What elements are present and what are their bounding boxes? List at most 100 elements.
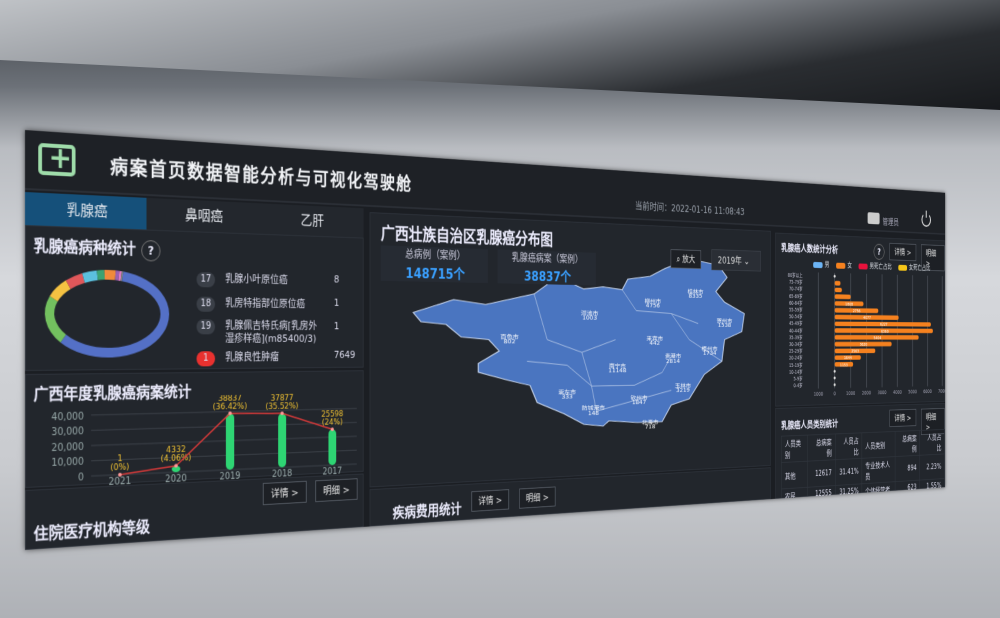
donut-slice [83, 275, 97, 278]
zero-marker [833, 376, 836, 380]
avatar[interactable] [867, 212, 880, 225]
data-label: 2563 [851, 350, 859, 355]
city-value: 3219 [676, 387, 690, 393]
city-name: 玉林市 [675, 382, 691, 389]
data-label: 1644 [844, 356, 852, 361]
x-tick-label: 4000 [893, 390, 902, 396]
medical-kit-icon [38, 142, 76, 177]
tab-hepatitis-b[interactable]: 乙肝 [300, 211, 325, 229]
city-value: 2814 [666, 358, 680, 364]
x-tick-label: 1000 [814, 391, 823, 397]
data-label: 4077 [863, 316, 871, 321]
city-value: 1538 [718, 322, 731, 328]
data-label: 2756 [853, 309, 861, 314]
ceiling [0, 0, 1000, 110]
year-select[interactable]: 2019年 ⌄ [711, 249, 761, 272]
gridline [91, 436, 357, 445]
x-tick-label: 2018 [272, 469, 292, 480]
city-value: 442 [650, 340, 661, 346]
zero-marker [833, 274, 836, 278]
data-label: 4332 [166, 445, 186, 455]
x-tick-label: 2017 [323, 466, 343, 477]
data-label: 1153 [840, 363, 848, 368]
y-tick-label: 10-14岁 [789, 368, 803, 375]
detail-button[interactable]: 详情 > [262, 480, 307, 506]
y-tick-label: 20-24岁 [789, 354, 803, 361]
city-value: 718 [645, 424, 656, 430]
gridline [91, 422, 357, 430]
detail-button[interactable]: 详情 > [471, 489, 509, 512]
list-item[interactable]: 19 乳腺佩吉特氏病[乳房外湿疹样癌](m85400/3) 1 [196, 319, 350, 345]
people-table: 人员类别 总病案例 人员占比 人员类别 总病案例 人员占比 其他 12617 31.41% 专业… [781, 429, 945, 520]
tab-nasopharyngeal[interactable]: 鼻咽癌 [185, 206, 223, 225]
city-value: 333 [561, 394, 572, 400]
city-value: 1003 [582, 315, 597, 321]
city-name: 来宾市 [647, 334, 664, 341]
city-name: 桂林市 [687, 288, 703, 295]
bar [225, 413, 235, 470]
detail-button[interactable]: 详情 > [889, 242, 917, 262]
help-icon[interactable]: ? [873, 243, 885, 261]
donut-slice [68, 278, 83, 285]
donut-chart [39, 260, 174, 366]
list-item[interactable]: 1 乳腺良性肿瘤 7649 [196, 349, 355, 367]
province-outline [413, 252, 744, 433]
y-tick-label: 40-44岁 [789, 327, 803, 334]
donut-slice [105, 275, 116, 276]
y-tick-label: 0 [78, 472, 84, 483]
x-tick-label: 2000 [862, 390, 871, 396]
y-tick-label: 65-69岁 [789, 292, 803, 299]
city-name: 贵港市 [665, 352, 682, 359]
x-tick-label: 2020 [165, 473, 187, 485]
data-label-pct: (24%) [322, 418, 343, 428]
help-icon[interactable]: ? [141, 239, 161, 262]
city-value: 8335 [689, 293, 703, 299]
x-tick-label: 2021 [109, 476, 132, 488]
age-chart: 1000 0 1000 2000 3000 4000 5000 6000 7000 80岁以上75… [788, 268, 946, 398]
legend-swatch [836, 262, 846, 269]
legend-swatch [898, 264, 907, 271]
tab-breast-cancer[interactable]: 乳腺癌 [25, 192, 147, 230]
map-panel: 桂林市 8335 柳州市 4756 贺州市 1538 河池市 1003 来宾市 442 百色市 802… [369, 212, 771, 488]
y-tick-label: 80岁以上 [788, 271, 803, 278]
detail-button[interactable]: 详情 > [889, 408, 917, 428]
city-value: 1734 [703, 350, 717, 356]
types-panel: 乳腺癌病种统计? 17 乳腺小叶原位癌 8 18 乳房特指部位原位癌 1 19 乳腺佩吉特… [25, 225, 364, 371]
y-tick-label: 35-39岁 [789, 334, 803, 341]
list-item[interactable]: 18 乳房特指部位原位癌 1 [196, 295, 339, 313]
age-panel: 乳腺癌人数统计分析? 详情 > 明细 > 男 女 男死亡占比 女死亡占比 100… [775, 232, 946, 407]
user-name[interactable]: 管理员 [882, 217, 899, 228]
city-name: 防城港市 [582, 404, 606, 411]
legend-swatch [858, 263, 868, 270]
page-title: 病案首页数据智能分析与可视化驾驶舱 [110, 155, 413, 195]
data-label-pct: (4.06%) [161, 454, 192, 465]
gridline [91, 450, 357, 461]
power-icon[interactable] [921, 212, 931, 228]
data-label: 6227 [880, 323, 888, 327]
x-tick-label: 3000 [878, 390, 887, 396]
section-title: 乳腺癌人员类别统计 [781, 418, 839, 432]
data-label: 1 [117, 454, 122, 464]
more-button[interactable]: 明细 > [519, 486, 556, 509]
y-tick-label: 60-64岁 [789, 299, 803, 306]
city-name: 崇左市 [558, 388, 576, 395]
section-title: 住院医疗机构等级 [33, 517, 151, 544]
more-button[interactable]: 明细 > [315, 478, 358, 503]
city-value: 802 [504, 338, 516, 344]
list-item[interactable]: 17 乳腺小叶原位癌 8 [196, 270, 339, 289]
donut-slice [63, 275, 165, 353]
zoom-button[interactable]: ⌕ 放大 [670, 249, 701, 269]
section-title: 疾病费用统计 [392, 500, 462, 522]
data-label-pct: (36.42%) [213, 402, 247, 412]
city-value: 11148 [608, 367, 626, 373]
city-name: 钦州市 [631, 394, 648, 401]
y-tick-label: 30-34岁 [789, 341, 803, 348]
y-tick-label: 15-19岁 [789, 361, 803, 368]
city-value: 4756 [646, 303, 660, 309]
current-time: 当前时间：2022-01-16 11:08:43 [635, 200, 745, 218]
city-name: 南宁市 [609, 362, 626, 369]
y-tick-label: 50-54岁 [789, 313, 803, 320]
city-name: 柳州市 [645, 297, 662, 304]
data-label-pct: (35.52%) [266, 402, 299, 412]
